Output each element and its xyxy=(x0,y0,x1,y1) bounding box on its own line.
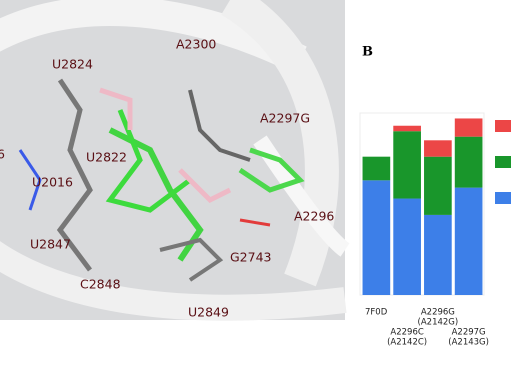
residue-label: C2848 xyxy=(80,277,121,292)
x-tick-label: A2296G xyxy=(421,308,455,318)
bar-segment xyxy=(454,118,483,137)
x-tick-label: A2297G xyxy=(452,328,486,338)
bar-segment xyxy=(393,198,421,295)
x-tick-label: (A2143G) xyxy=(448,338,489,348)
residue-label: U2824 xyxy=(52,57,93,72)
residue-label: U2822 xyxy=(86,150,127,165)
residue-label: A2296 xyxy=(294,209,334,224)
bar-segment xyxy=(454,187,483,295)
residue-label: A2300 xyxy=(176,37,216,52)
bar-segment xyxy=(393,125,421,132)
residue-label: G2743 xyxy=(230,250,272,265)
x-tick-label: (A2142C) xyxy=(387,338,427,348)
legend-swatch xyxy=(495,120,511,132)
legend-swatch xyxy=(495,192,511,204)
bar-segment xyxy=(424,156,452,215)
residue-label: U2847 xyxy=(30,237,71,252)
residue-label: A2297G xyxy=(260,111,310,126)
panel-label: B xyxy=(362,45,373,60)
x-tick-label: 7F0D xyxy=(365,308,388,318)
residue-label: U2016 xyxy=(32,175,73,190)
bar-segment xyxy=(362,180,391,295)
x-tick-label: A2296C xyxy=(390,328,423,338)
x-tick-label: (A2142G) xyxy=(418,318,459,328)
bar-segment xyxy=(362,156,391,181)
structure-image xyxy=(0,0,347,321)
bar-segment xyxy=(424,140,452,157)
bar-segment xyxy=(393,131,421,199)
bar-segment xyxy=(454,136,483,188)
legend-swatch xyxy=(495,156,511,168)
bar-segment xyxy=(424,214,452,295)
residue-label: 6 xyxy=(0,147,5,162)
residue-label: U2849 xyxy=(188,305,229,320)
